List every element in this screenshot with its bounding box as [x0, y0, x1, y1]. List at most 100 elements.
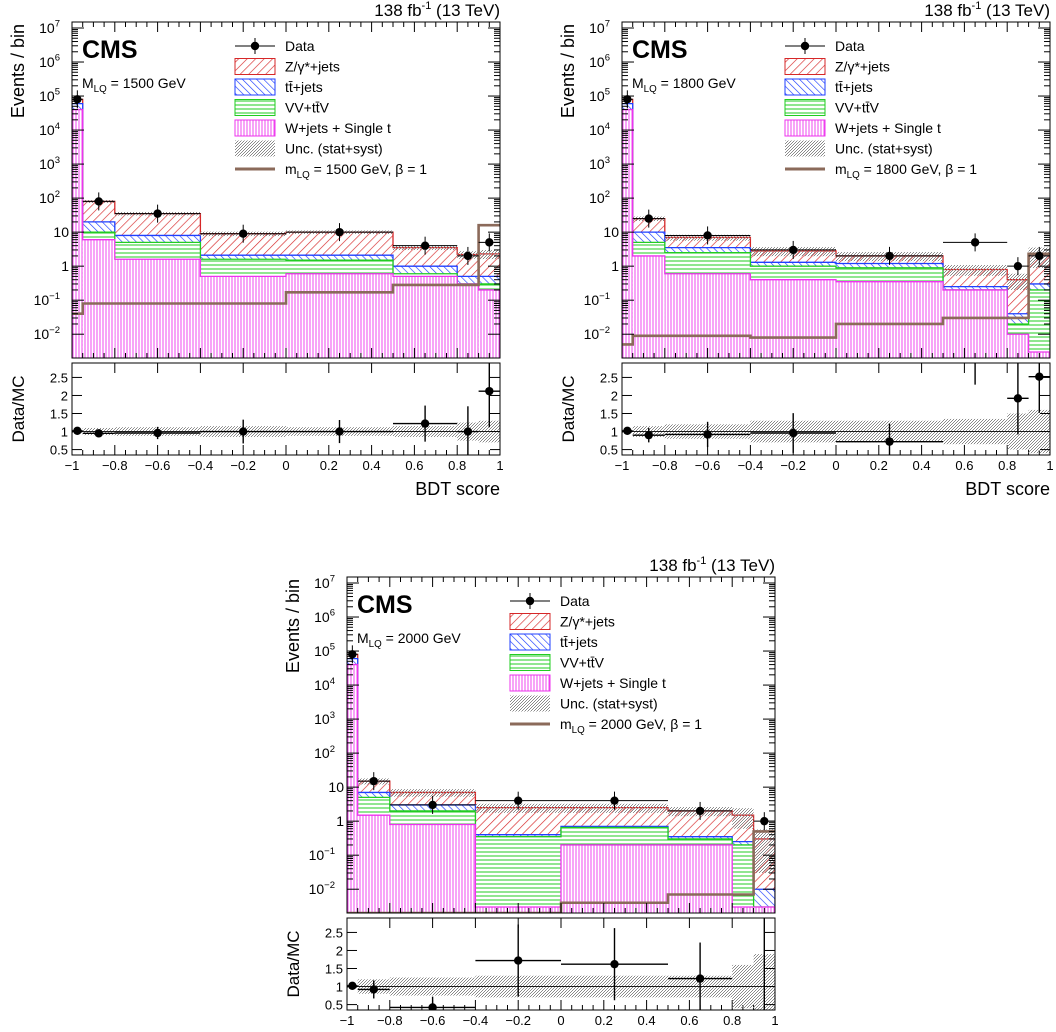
ratio-y-tick-label: 0.5: [600, 443, 618, 458]
legend-zjets-label: Z/γ*+jets: [285, 59, 340, 75]
data-point: [695, 806, 705, 816]
legend-vv-ttv-label: VV+tt̄V: [560, 655, 605, 671]
y-tick-label: 106: [314, 608, 335, 625]
legend-zjets-label: Z/γ*+jets: [560, 614, 615, 630]
ratio-y-axis-title: Data/MC: [9, 375, 28, 442]
y-axis-title: Events / bin: [283, 579, 303, 673]
y-axis-title: Events / bin: [558, 24, 578, 118]
ratio-plot-area: [622, 363, 1050, 455]
wjets-outline: [622, 108, 1050, 358]
experiment-label: CMS: [632, 36, 688, 64]
legend-unc-label: Unc. (stat+syst): [560, 696, 658, 712]
data-point: [1035, 251, 1044, 261]
wjets-bar: [200, 276, 286, 358]
y-tick-label: 106: [39, 53, 60, 70]
y-tick-label: 10: [328, 779, 344, 795]
y-tick-label: 102: [39, 189, 60, 206]
ratio-point: [485, 386, 494, 396]
x-tick-label: −0.8: [377, 1013, 403, 1028]
wjets-bar: [943, 289, 1008, 358]
data-point: [428, 800, 437, 810]
y-tick-label: 1: [611, 258, 619, 274]
ratio-y-tick-label: 1: [336, 980, 343, 995]
x-tick-label: 0.2: [870, 458, 888, 473]
x-tick-label: 0.2: [595, 1013, 613, 1028]
x-tick-label: 0.8: [723, 1013, 741, 1028]
y-tick-label: 10: [603, 224, 619, 240]
main-plot-area: [622, 90, 1050, 358]
data-point: [153, 209, 162, 218]
uncertainty-band: [389, 789, 476, 797]
y-tick-label: 106: [589, 53, 610, 70]
vv-ttv-bar: [732, 844, 754, 913]
luminosity-label: 138 fb-1 (13 TeV): [374, 0, 500, 20]
ratio-y-tick-label: 2.5: [600, 370, 618, 385]
uncertainty-band: [478, 249, 500, 260]
x-tick-label: −1: [340, 1013, 355, 1028]
ratio-plot-area: [347, 918, 775, 1010]
y-tick-label: 103: [39, 155, 60, 172]
ratio-point: [420, 419, 430, 428]
ratio-y-tick-label: 2: [336, 943, 343, 958]
wjets-bar: [393, 276, 458, 358]
y-tick-label: 104: [39, 121, 61, 138]
x-tick-label: 0.2: [320, 458, 338, 473]
y-tick-label: 107: [39, 19, 60, 36]
data-point: [463, 251, 473, 261]
ratio-y-tick-label: 0.5: [50, 443, 68, 458]
x-tick-label: −0.4: [463, 1013, 489, 1028]
legend-signal-label: mLQ = 2000 GeV, β = 1: [560, 716, 702, 736]
legend-zjets-swatch: [234, 58, 276, 75]
data-point: [514, 796, 523, 805]
legend-ttbar-swatch: [509, 633, 551, 651]
ratio-y-axis-title: Data/MC: [559, 375, 578, 442]
main-plot-area: [72, 90, 500, 358]
y-axis-title: Events / bin: [8, 24, 28, 118]
vv-ttv-bar: [1028, 289, 1050, 358]
x-tick-label: 0.8: [998, 458, 1016, 473]
ratio-point: [94, 429, 103, 438]
ratio-point: [335, 427, 344, 436]
uncertainty-band: [753, 829, 775, 873]
x-axis-title: BDT score: [965, 479, 1050, 499]
legend-ttbar-label: tt̄+jets: [560, 634, 598, 650]
wjets-bar: [389, 824, 476, 913]
x-tick-label: −0.6: [145, 458, 171, 473]
ratio-y-tick-label: 2.5: [50, 370, 68, 385]
legend-signal-label: mLQ = 1800 GeV, β = 1: [835, 161, 977, 181]
y-tick-label: 10−1: [34, 291, 60, 308]
x-tick-label: 0.6: [405, 458, 423, 473]
legend-vv-ttv-swatch: [234, 99, 276, 116]
ratio-point: [239, 427, 248, 436]
ratio-point: [153, 428, 162, 438]
y-tick-label: 104: [314, 676, 336, 693]
ratio-y-tick-label: 2: [611, 388, 618, 403]
ratio-y-tick-label: 1.5: [325, 962, 343, 977]
y-tick-label: 107: [589, 19, 610, 36]
wjets-bar: [668, 844, 733, 913]
uncertainty-band: [732, 808, 754, 829]
data-point: [94, 197, 103, 206]
ratio-y-axis-title: Data/MC: [284, 930, 303, 997]
y-tick-label: 1: [336, 813, 344, 829]
x-tick-label: −0.6: [420, 1013, 446, 1028]
legend-unc-swatch: [510, 695, 550, 712]
legend-wjets-label: W+jets + Single t: [560, 675, 666, 691]
ratio-point: [885, 437, 894, 446]
ratio-point: [610, 959, 619, 969]
y-tick-label: 10−2: [34, 325, 60, 342]
y-tick-label: 105: [589, 87, 610, 104]
uncertainty-band: [1007, 273, 1029, 290]
y-tick-label: 105: [39, 87, 60, 104]
x-tick-label: 0.4: [638, 1013, 656, 1028]
wjets-bar: [82, 239, 115, 358]
ratio-y-tick-label: 2: [61, 388, 68, 403]
ratio-point: [623, 426, 632, 436]
legend-wjets-label: W+jets + Single t: [285, 120, 391, 136]
legend-unc-swatch: [235, 140, 275, 157]
vv-ttv-bar: [475, 836, 561, 913]
